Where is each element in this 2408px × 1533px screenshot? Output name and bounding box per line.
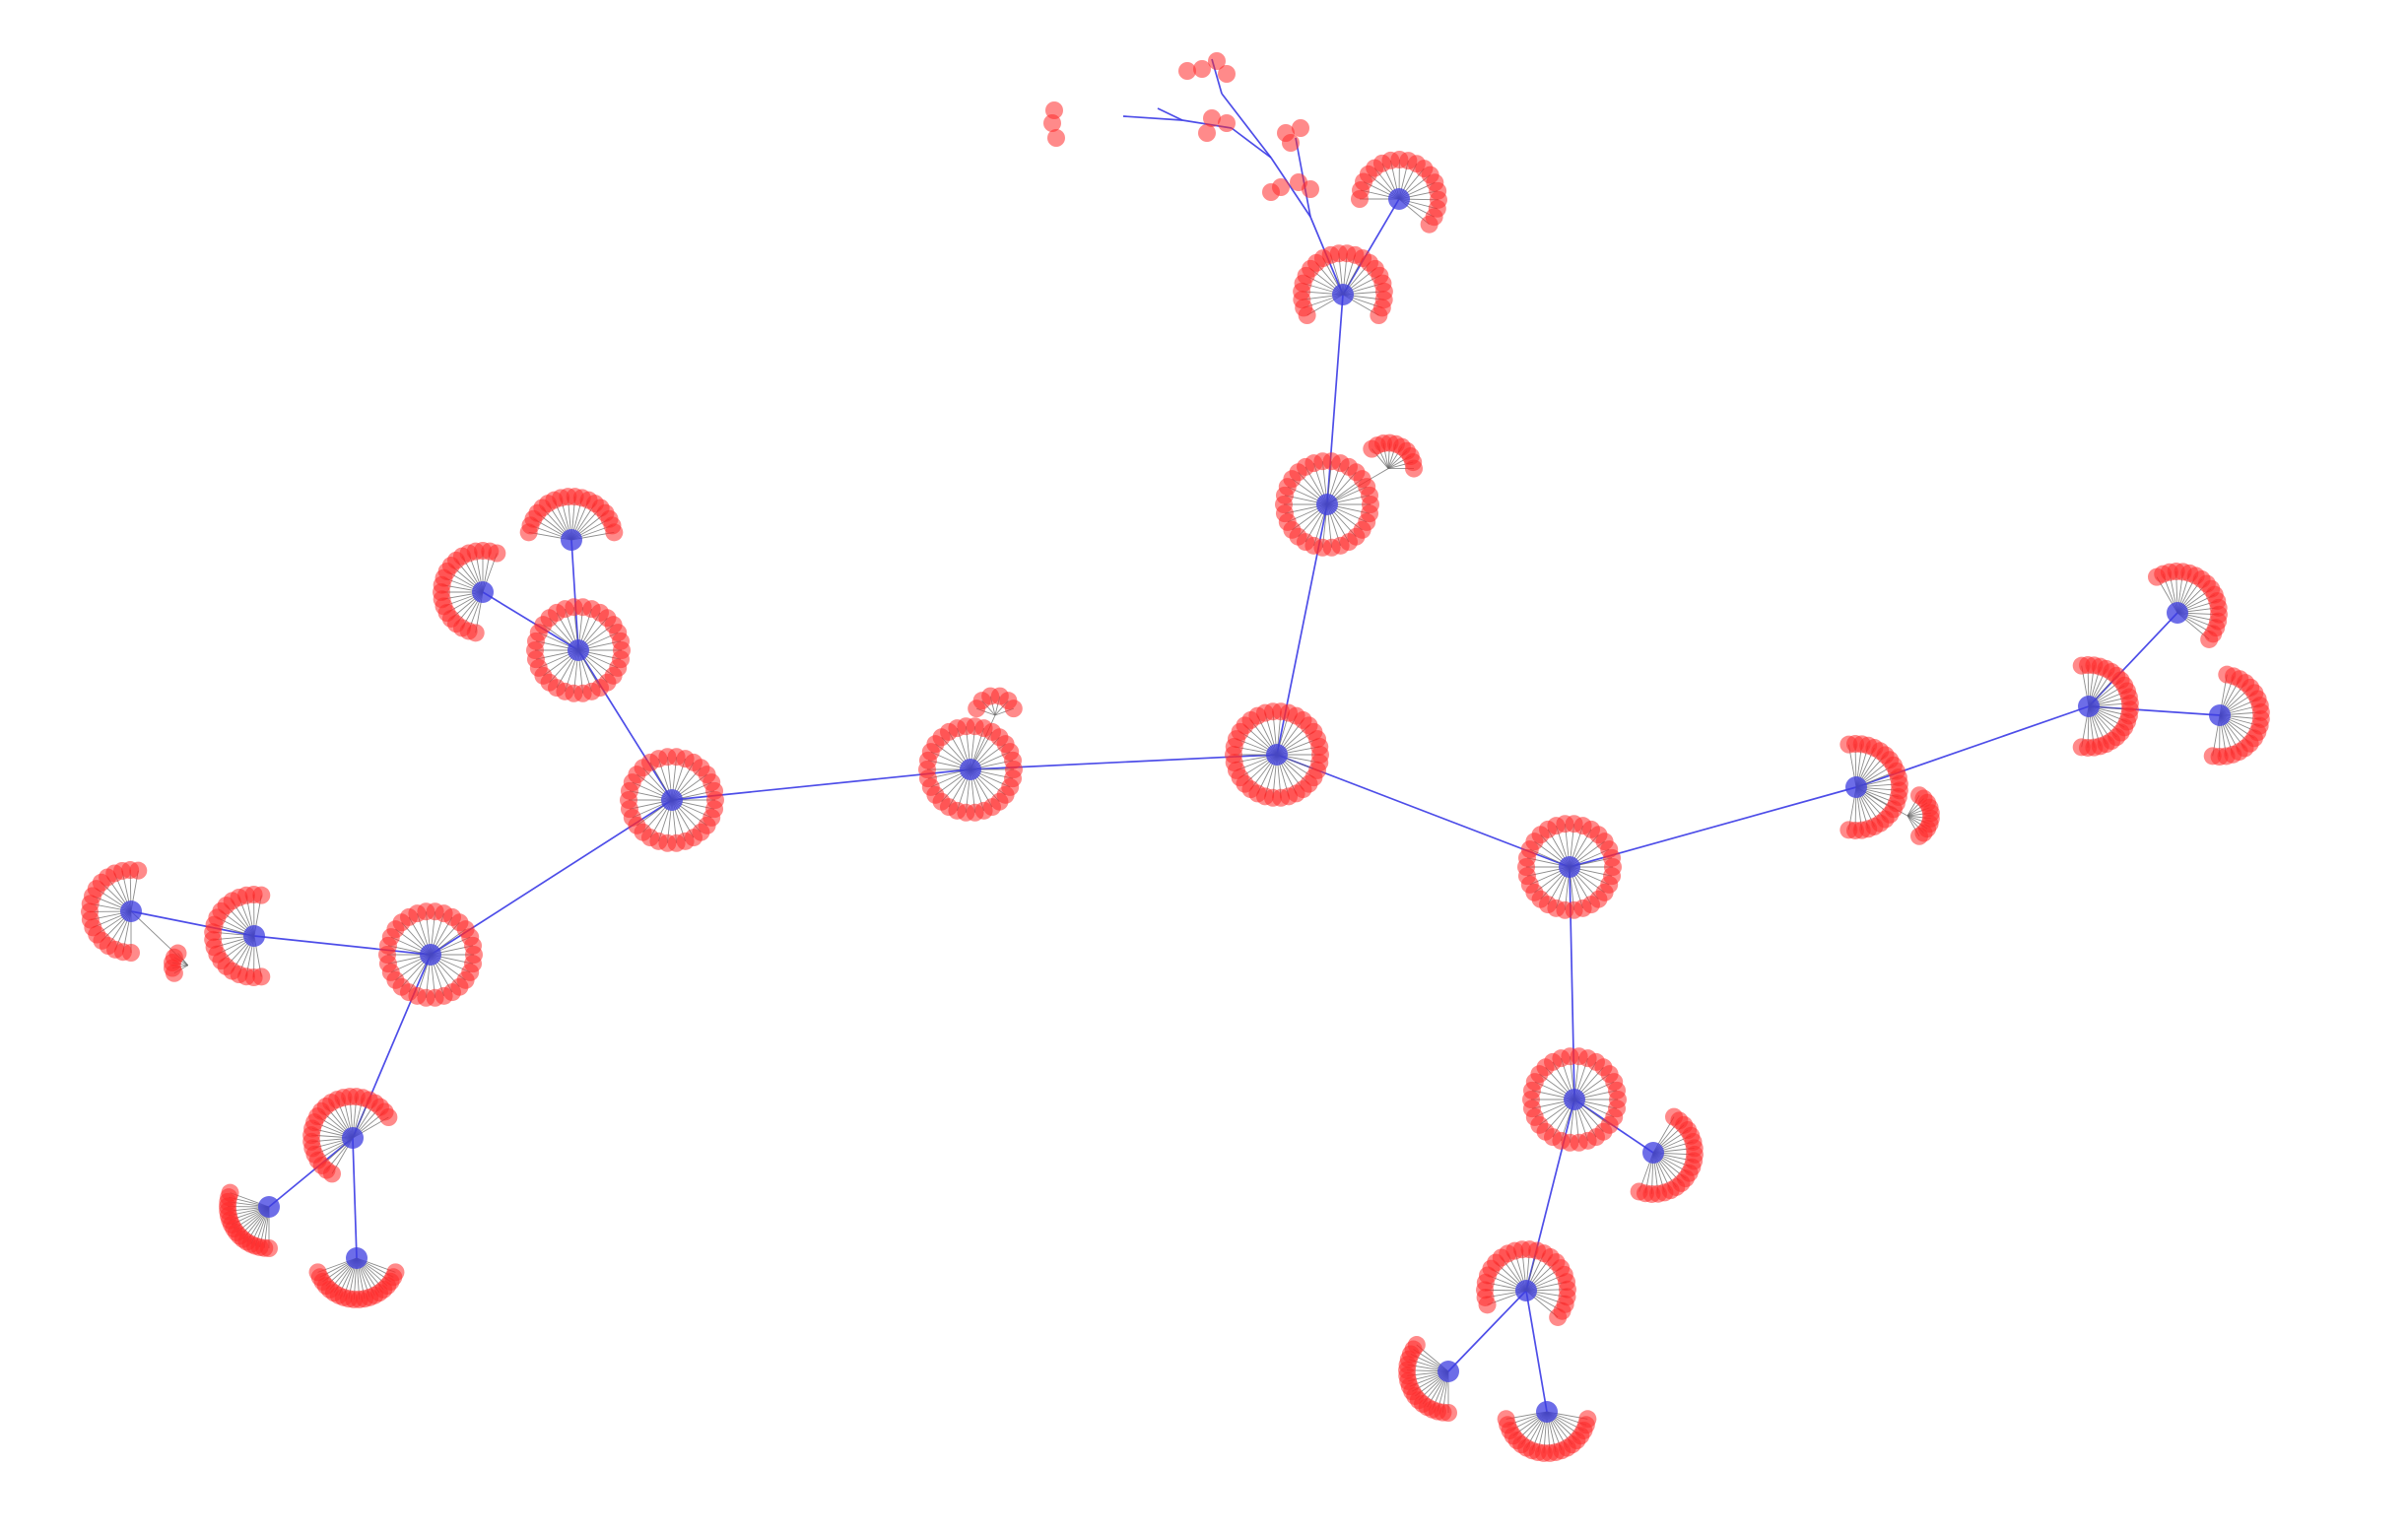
hub-node (1515, 1280, 1537, 1301)
hub-edge (1270, 157, 1311, 218)
hub-node (1316, 494, 1338, 515)
hub-edge (253, 935, 432, 956)
hub-edge (1221, 93, 1272, 159)
leaf-node (1549, 1307, 1568, 1326)
hub-edge (2088, 612, 2178, 707)
leaf-node (1178, 62, 1196, 80)
hub-node (661, 789, 683, 811)
hub-edge (1525, 1290, 1548, 1413)
hub-node-layer (120, 188, 2231, 1423)
hub-edge (1447, 1290, 1527, 1372)
hub-node (1845, 776, 1867, 798)
hub-edge (1276, 754, 1571, 868)
hub-node (568, 639, 589, 661)
leaf-node (612, 632, 631, 650)
hub-node (1559, 856, 1580, 878)
leaf-node (1193, 60, 1211, 78)
hub-node (420, 944, 441, 966)
leaf-node-layer (81, 52, 2270, 1462)
leaf-node (1608, 1081, 1627, 1100)
leaf-node (1218, 65, 1236, 83)
leaf-node (1292, 119, 1309, 137)
leaf-node (1497, 1410, 1515, 1429)
leaf-node (1208, 52, 1226, 70)
hub-node (258, 1196, 280, 1218)
leaf-node (252, 886, 271, 904)
leaf-node (1839, 821, 1858, 839)
leaf-node (1282, 134, 1300, 152)
leaf-node (221, 1183, 239, 1202)
leaf-node (1405, 459, 1424, 478)
leaf-node (1361, 486, 1379, 504)
leaf-node (1407, 1336, 1426, 1355)
hub-edge (1157, 107, 1183, 121)
hub-node (1536, 1401, 1558, 1423)
hub-node (346, 1247, 368, 1269)
hub-node (243, 925, 265, 947)
leaf-node (1603, 848, 1622, 867)
leaf-node (2200, 630, 2219, 648)
hub-edge (1342, 198, 1400, 296)
hub-node (2078, 696, 2100, 717)
leaf-node (1047, 129, 1065, 147)
leaf-node (1910, 827, 1928, 845)
leaf-node (1420, 215, 1438, 233)
hub-edge (352, 1137, 358, 1259)
leaf-node (1310, 737, 1329, 756)
hub-edge (268, 1137, 354, 1208)
leaf-node (1370, 306, 1388, 324)
hub-edge (1122, 115, 1183, 121)
hub-node (1564, 1089, 1585, 1110)
leaf-node (705, 781, 724, 800)
hub-node (1438, 1361, 1459, 1382)
hub-edge (577, 649, 673, 801)
hub-edge (482, 591, 579, 651)
leaf-node (379, 1108, 398, 1126)
leaf-node (605, 523, 624, 542)
hub-node (1332, 284, 1354, 305)
leaf-node (1262, 183, 1280, 201)
leaf-node (1218, 114, 1236, 132)
hub-node (561, 529, 582, 551)
leaf-node (488, 544, 506, 563)
leaf-node (308, 1263, 327, 1282)
leaf-node (2203, 747, 2222, 766)
hub-node (342, 1127, 364, 1149)
hub-node (1642, 1142, 1664, 1164)
hub-node (120, 900, 142, 922)
hub-node (2167, 602, 2188, 624)
leaf-node (2072, 738, 2091, 757)
leaf-node (1630, 1182, 1648, 1201)
leaf-node (1198, 124, 1216, 142)
hub-node (960, 759, 981, 780)
leaf-node (464, 936, 483, 955)
hub-edge (130, 910, 255, 937)
hub-node (2209, 704, 2231, 726)
hub-edge (1231, 127, 1272, 159)
hub-node (1266, 744, 1288, 766)
leaf-node (1004, 751, 1023, 769)
hub-node (1388, 188, 1410, 210)
leaf-node (1004, 700, 1023, 718)
leaf-node (129, 861, 148, 880)
hub-edge (570, 539, 579, 651)
hub-node (472, 581, 494, 603)
leaf-node (1203, 109, 1221, 127)
leaf-node (1043, 114, 1061, 132)
leaf-node (1302, 180, 1319, 198)
leaf-node (168, 944, 187, 963)
